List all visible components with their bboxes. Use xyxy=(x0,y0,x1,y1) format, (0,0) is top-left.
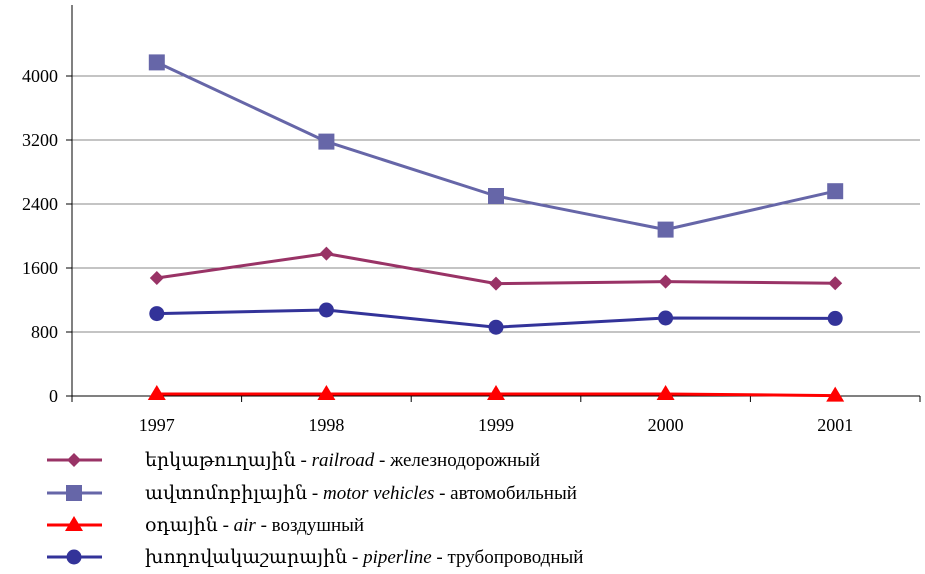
legend: երկաթուղային - railroad - железнодорожны… xyxy=(47,450,583,568)
data-point xyxy=(489,276,503,291)
x-tick-label: 2001 xyxy=(817,415,853,435)
legend-label: երկաթուղային - railroad - железнодорожны… xyxy=(145,450,540,471)
data-point xyxy=(826,386,845,402)
data-point xyxy=(827,310,843,326)
data-point xyxy=(318,302,334,318)
data-point xyxy=(487,385,505,400)
y-tick-label: 4000 xyxy=(22,66,58,86)
y-tick-labels: 0 800 1600 2400 3200 4000 xyxy=(22,66,58,406)
data-point xyxy=(319,246,334,261)
legend-label-english: railroad xyxy=(312,450,375,471)
series-diamond xyxy=(149,246,843,291)
legend-label-part: - автомобильный xyxy=(434,483,577,504)
x-tick-label: 1998 xyxy=(308,415,344,435)
y-tick-label: 0 xyxy=(49,386,58,406)
legend-item: օդային - air - воздушный xyxy=(47,515,364,536)
x-tick-label: 1999 xyxy=(478,415,514,435)
legend-label-english: piperline xyxy=(361,547,432,568)
legend-label-english: motor vehicles xyxy=(323,483,434,504)
y-tick-label: 800 xyxy=(31,322,58,342)
legend-marker xyxy=(66,549,82,565)
legend-item: երկաթուղային - railroad - железнодорожны… xyxy=(47,450,540,471)
data-point xyxy=(488,188,504,204)
legend-label-part: ավտոմոբիլային - xyxy=(145,483,323,504)
legend-label-part: - трубопроводный xyxy=(432,547,584,568)
legend-label-part: - железнодорожный xyxy=(374,450,540,471)
data-point xyxy=(148,54,165,71)
legend-label-part: խողովակաշարային - xyxy=(145,547,363,568)
legend-label-part: օդային - xyxy=(145,515,234,536)
series-triangle xyxy=(147,385,845,402)
data-point xyxy=(658,310,674,326)
data-point xyxy=(488,319,504,335)
data-point xyxy=(658,274,673,289)
legend-label: խողովակաշարային - piperline - трубопрово… xyxy=(145,547,583,568)
data-point xyxy=(149,306,165,322)
data-point xyxy=(827,183,844,200)
x-tick-label: 2000 xyxy=(648,415,684,435)
y-tick-label: 2400 xyxy=(22,194,58,214)
series-circle xyxy=(149,302,843,335)
legend-item: ավտոմոբիլային - motor vehicles - автомоб… xyxy=(47,483,577,504)
data-point xyxy=(656,385,675,400)
legend-label-part: երկաթուղային - xyxy=(145,450,312,471)
series-line xyxy=(156,61,836,232)
legend-marker xyxy=(66,485,82,501)
series-square xyxy=(148,54,844,238)
data-point xyxy=(657,221,674,238)
legend-marker xyxy=(65,516,83,531)
legend-label: օդային - air - воздушный xyxy=(145,515,364,536)
series-lines xyxy=(147,54,845,402)
y-tick-label: 1600 xyxy=(22,258,58,278)
data-point xyxy=(318,133,335,150)
legend-marker xyxy=(67,453,81,467)
data-point xyxy=(828,276,843,291)
legend-label: ավտոմոբիլային - motor vehicles - автомоб… xyxy=(145,483,577,504)
data-point xyxy=(317,385,336,400)
x-tick-labels: 1997 1998 1999 2000 2001 xyxy=(139,415,853,435)
data-point xyxy=(149,271,164,285)
y-tick-label: 3200 xyxy=(22,130,58,150)
x-tick-label: 1997 xyxy=(139,415,175,435)
legend-label-part: - воздушный xyxy=(256,515,364,536)
legend-item: խողովակաշարային - piperline - трубопрово… xyxy=(47,547,583,568)
data-point xyxy=(147,385,166,400)
legend-label-english: air xyxy=(234,515,257,536)
